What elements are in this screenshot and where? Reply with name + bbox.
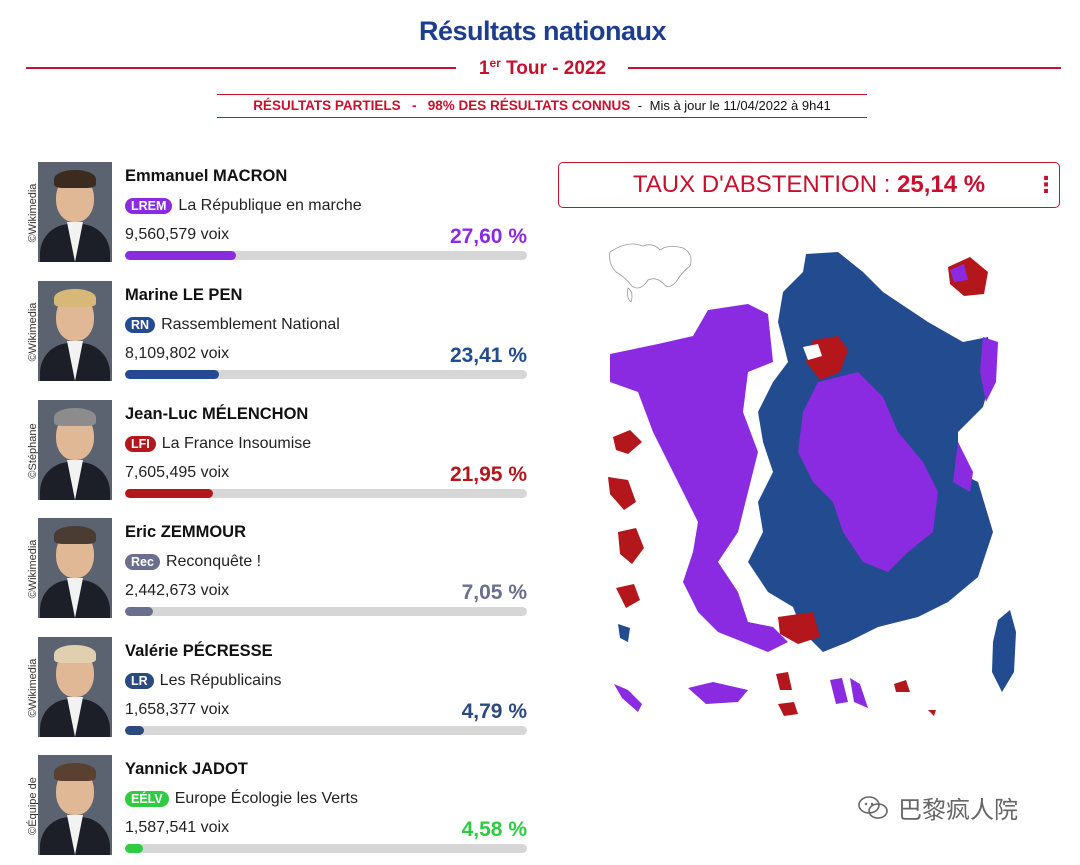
candidate-party: LFI La France Insoumise [125,434,311,454]
vote-share-bar [125,370,527,379]
vote-share-bar [125,607,527,616]
vote-share-fill [125,370,220,379]
party-name: Reconquête ! [165,553,262,570]
vote-count: 9,560,579 voix [125,226,230,243]
vote-percentage: 21,95 % [449,463,527,486]
update-timestamp: Mis à jour le 11/04/2022 à 9h41 [649,98,831,113]
vertical-dots-icon[interactable]: ⋮ [1035,172,1057,197]
candidate-party: RN Rassemblement National [125,315,340,335]
party-badge: EÉLV [125,791,169,807]
france-results-map [608,243,1016,716]
party-badge: RN [125,317,156,333]
metropolitan-france [610,252,1016,692]
party-badge: LFI [125,436,156,452]
update-separator: - [637,98,643,113]
candidate-card[interactable]: ©Équipe de Yannick JADOT EÉLV Europe Écolog… [26,755,531,865]
candidate-party: EÉLV Europe Écologie les Verts [125,789,358,809]
vote-percentage: 27,60 % [449,225,527,248]
candidate-card[interactable]: ©Wikimedia Eric ZEMMOUR Rec Reconquête ! 2,4… [26,518,531,628]
candidate-photo [38,281,112,381]
candidate-name: Yannick JADOT [125,760,248,778]
candidate-photo [38,518,112,618]
vote-count: 8,109,802 voix [125,345,230,362]
party-name: La République en marche [178,197,362,214]
watermark: 巴黎疯人院 [858,790,1018,825]
candidate-name: Valérie PÉCRESSE [125,642,273,660]
candidate-photo [38,755,112,855]
vote-share-bar [125,489,527,498]
vote-count: 1,587,541 voix [125,819,230,836]
candidate-photo [38,400,112,500]
candidate-name: Marine LE PEN [125,286,243,304]
abstention-box: TAUX D'ABSTENTION : 25,14 % ⋮ [558,162,1060,208]
partial-known: 98% DES RÉSULTATS CONNUS [427,98,631,113]
vote-count: 7,605,495 voix [125,464,230,481]
candidate-card[interactable]: ©Wikimedia Emmanuel MACRON LREM La Républiq… [26,162,531,272]
candidate-name: Eric ZEMMOUR [125,523,247,541]
party-badge: LR [125,673,154,689]
world-locator-icon [609,243,692,303]
candidate-photo [38,637,112,737]
title-rule-left [26,67,456,69]
partial-results-banner: RÉSULTATS PARTIELS - 98% DES RÉSULTATS C… [217,94,867,118]
party-name: Rassemblement National [161,316,340,333]
vote-share-bar [125,844,527,853]
candidate-card[interactable]: ©Wikimedia Marine LE PEN RN Rassemblement N… [26,281,531,391]
abstention-label: TAUX D'ABSTENTION : [632,171,891,198]
candidate-card[interactable]: ©Stéphane Jean-Luc MÉLENCHON LFI La France … [26,400,531,510]
tour-label: 1er Tour - 2022 [478,56,607,79]
party-name: Les Républicains [159,672,282,689]
party-name: La France Insoumise [161,435,312,452]
abstention-value: 25,14 % [897,171,986,198]
watermark-text: 巴黎疯人院 [898,797,1018,824]
candidate-card[interactable]: ©Wikimedia Valérie PÉCRESSE LR Les Républic… [26,637,531,747]
party-badge: LREM [125,198,173,214]
vote-percentage: 4,79 % [461,700,527,723]
vote-count: 2,442,673 voix [125,582,230,599]
overseas-territories [608,430,936,716]
vote-share-fill [125,251,236,260]
partial-label: RÉSULTATS PARTIELS [253,98,401,113]
candidate-party: Rec Reconquête ! [125,552,261,572]
vote-share-bar [125,726,527,735]
vote-share-fill [125,844,144,853]
candidate-name: Emmanuel MACRON [125,167,288,185]
vote-percentage: 7,05 % [461,581,527,604]
candidate-name: Jean-Luc MÉLENCHON [125,405,309,423]
party-name: Europe Écologie les Verts [174,790,358,807]
vote-count: 1,658,377 voix [125,701,230,718]
page-title: Résultats nationaux [418,16,667,46]
candidate-photo [38,162,112,262]
party-badge: Rec [125,554,160,570]
vote-share-fill [125,607,154,616]
candidate-party: LREM La République en marche [125,196,362,216]
vote-percentage: 23,41 % [449,344,527,367]
wechat-icon [858,795,888,819]
vote-share-fill [125,726,145,735]
vote-share-bar [125,251,527,260]
vote-share-fill [125,489,214,498]
vote-percentage: 4,58 % [461,818,527,841]
candidate-party: LR Les Républicains [125,671,282,691]
title-rule-right [628,67,1061,69]
partial-sep: - [411,98,417,113]
